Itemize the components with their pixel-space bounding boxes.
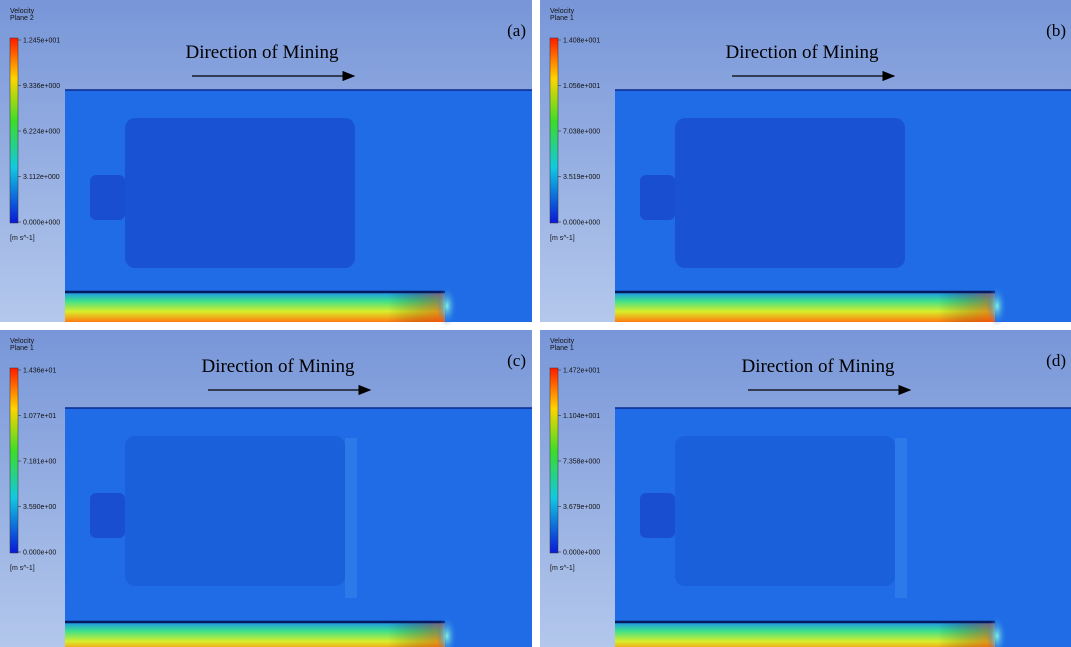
legend-title: Velocity — [550, 8, 575, 15]
face-nozzle — [640, 175, 675, 220]
shadow-band — [895, 438, 907, 598]
airway-floor-tint — [65, 292, 445, 322]
gob-region — [125, 436, 345, 586]
legend-unit: [m s^-1] — [550, 235, 575, 242]
color-bar-label: 7.038e+000 — [563, 129, 600, 136]
legend-unit: [m s^-1] — [10, 565, 35, 572]
color-bar-label: 6.224e+000 — [23, 129, 60, 136]
color-bar-label: 9.336e+000 — [23, 83, 60, 90]
color-bar-label: 1.436e+01 — [23, 368, 56, 375]
legend-subtitle: Plane 1 — [10, 345, 34, 352]
airway-floor-tint — [615, 622, 995, 647]
legend-title: Velocity — [550, 338, 575, 345]
page: {"panels": [ {"label": "(a)", "legend": … — [0, 0, 1071, 647]
color-bar-label: 3.590e+00 — [23, 504, 56, 511]
gob-region — [675, 436, 895, 586]
color-bar — [10, 38, 18, 223]
gob-region — [125, 118, 355, 268]
face-nozzle — [90, 493, 125, 538]
legend-subtitle: Plane 1 — [550, 15, 574, 22]
color-bar-label: 1.104e+001 — [563, 413, 600, 420]
color-bar-label: 1.472e+001 — [563, 368, 600, 375]
color-bar — [550, 38, 558, 223]
color-bar-label: 0.000e+000 — [563, 220, 600, 227]
face-nozzle — [640, 493, 675, 538]
legend-unit: [m s^-1] — [550, 565, 575, 572]
color-bar-label: 1.077e+01 — [23, 413, 56, 420]
figure: VelocityPlane 21.245e+0019.336e+0006.224… — [0, 0, 1071, 647]
airway-floor-tint — [65, 622, 445, 647]
panel-label: (a) — [507, 21, 526, 40]
color-bar-label: 7.358e+000 — [563, 459, 600, 466]
panel-label: (b) — [1046, 21, 1066, 40]
color-bar-label: 7.181e+00 — [23, 459, 56, 466]
color-bar-label: 0.000e+000 — [563, 550, 600, 557]
color-bar-label: 0.000e+00 — [23, 550, 56, 557]
color-bar-label: 1.056e+001 — [563, 83, 600, 90]
face-nozzle — [90, 175, 125, 220]
legend-title: Velocity — [10, 8, 35, 15]
color-bar-label: 0.000e+000 — [23, 220, 60, 227]
panel-label: (c) — [507, 351, 526, 370]
color-bar-label: 1.408e+001 — [563, 38, 600, 45]
legend-unit: [m s^-1] — [10, 235, 35, 242]
outlet-glow — [987, 286, 1007, 326]
gob-region — [675, 118, 905, 268]
direction-label: Direction of Mining — [725, 42, 879, 63]
color-bar — [10, 368, 18, 553]
legend-subtitle: Plane 1 — [550, 345, 574, 352]
shadow-band — [345, 438, 357, 598]
color-bar-label: 3.679e+000 — [563, 504, 600, 511]
airway-floor-tint — [615, 292, 995, 322]
panel-label: (d) — [1046, 351, 1066, 370]
color-bar-label: 3.112e+000 — [23, 174, 60, 181]
legend-title: Velocity — [10, 338, 35, 345]
direction-label: Direction of Mining — [185, 42, 339, 63]
color-bar-label: 1.245e+001 — [23, 38, 60, 45]
legend-subtitle: Plane 2 — [10, 15, 34, 22]
outlet-glow — [437, 286, 457, 326]
color-bar-label: 3.519e+000 — [563, 174, 600, 181]
color-bar — [550, 368, 558, 553]
direction-label: Direction of Mining — [741, 356, 895, 377]
direction-label: Direction of Mining — [201, 356, 355, 377]
